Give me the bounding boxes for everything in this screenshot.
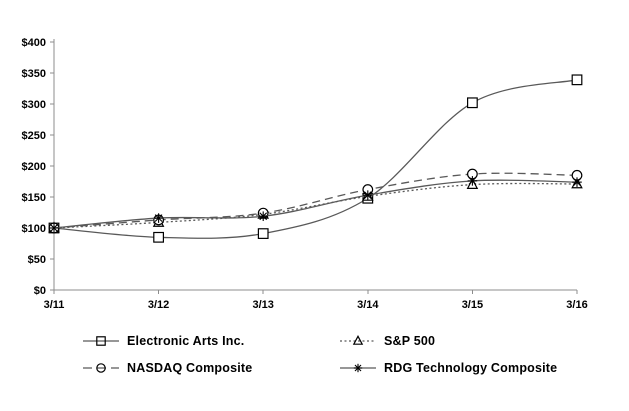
legend-item-nasdaq: NASDAQ Composite — [83, 361, 340, 375]
legend-label-electronic-arts: Electronic Arts Inc. — [127, 334, 245, 348]
legend-item-sp500: S&P 500 — [340, 334, 629, 348]
svg-text:$100: $100 — [22, 223, 46, 235]
svg-text:3/14: 3/14 — [357, 299, 379, 311]
svg-text:$300: $300 — [22, 99, 46, 111]
square-marker-icon — [83, 336, 119, 346]
legend-item-rdg: RDG Technology Composite — [340, 361, 629, 375]
legend-label-rdg: RDG Technology Composite — [384, 361, 558, 375]
svg-text:$200: $200 — [22, 161, 46, 173]
chart-legend: Electronic Arts Inc. S&P 500 NASDAQ Comp… — [0, 334, 629, 375]
svg-text:3/16: 3/16 — [566, 299, 587, 311]
triangle-marker-icon — [340, 335, 376, 345]
chart-svg: $0 $50 $100 $150 $200 $250 $300 $350 $400 3/11 3/1… — [22, 37, 588, 311]
legend-label-sp500: S&P 500 — [384, 334, 436, 348]
svg-text:3/12: 3/12 — [148, 299, 169, 311]
svg-text:3/13: 3/13 — [252, 299, 273, 311]
svg-text:$250: $250 — [22, 130, 46, 142]
svg-text:3/15: 3/15 — [462, 299, 483, 311]
svg-text:3/11: 3/11 — [44, 299, 65, 311]
svg-text:$50: $50 — [28, 254, 46, 266]
svg-text:$150: $150 — [22, 192, 46, 204]
svg-text:$400: $400 — [22, 37, 46, 49]
legend-item-electronic-arts: Electronic Arts Inc. — [83, 334, 340, 348]
svg-text:$0: $0 — [34, 285, 46, 297]
legend-label-nasdaq: NASDAQ Composite — [127, 361, 253, 375]
circle-marker-icon — [83, 363, 119, 373]
asterisk-marker-icon — [340, 363, 376, 373]
svg-text:$350: $350 — [22, 68, 46, 80]
